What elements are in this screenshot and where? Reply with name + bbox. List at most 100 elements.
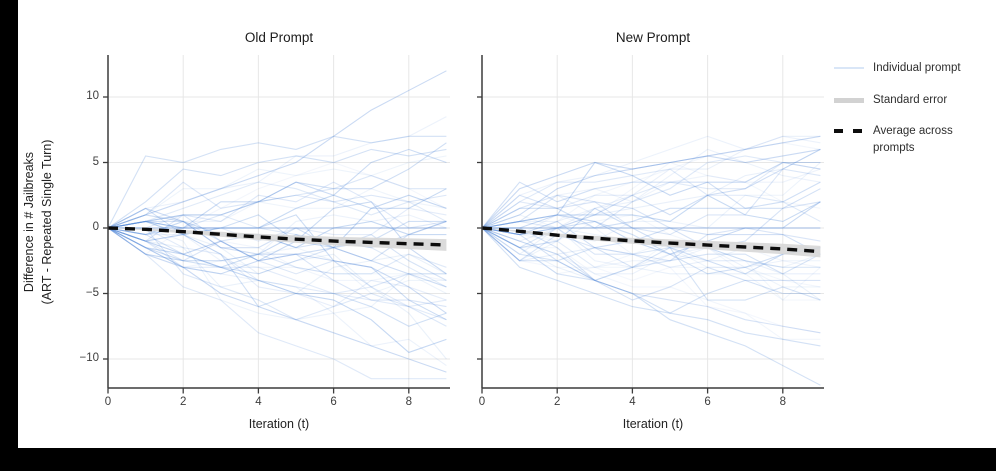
individual-prompt-line — [482, 142, 821, 236]
individual-prompt-line — [482, 214, 821, 301]
individual-prompt-line — [108, 214, 447, 321]
individual-prompt-line — [482, 227, 821, 281]
individual-prompt-line — [108, 214, 447, 249]
individual-prompt-line — [108, 135, 447, 229]
individual-prompt-line — [108, 194, 447, 262]
individual-prompt-line — [482, 168, 821, 229]
individual-prompt-line — [108, 227, 447, 373]
individual-prompt-line — [482, 201, 821, 255]
individual-prompt-line — [482, 227, 821, 268]
x-tick-label: 0 — [104, 396, 112, 408]
individual-prompt-line — [108, 207, 447, 314]
thick-gray-line-swatch — [834, 97, 864, 103]
legend-label: Standard error — [873, 93, 948, 106]
y-axis-label-line2: (ART - Repeated Single Turn) — [40, 139, 54, 305]
individual-prompt-line — [482, 227, 821, 301]
individual-prompt-line — [108, 227, 447, 327]
x-tick-label: 2 — [179, 396, 187, 408]
individual-prompt-line — [482, 181, 821, 229]
individual-prompt-line — [108, 214, 447, 288]
x-tick-label: 6 — [704, 396, 711, 408]
individual-prompt-line — [108, 116, 447, 229]
x-axis-label-left: Iteration (t) — [248, 417, 310, 431]
x-tick-label: 4 — [255, 396, 262, 408]
panel-title-old-prompt: Old Prompt — [244, 30, 314, 45]
individual-prompt-line — [108, 227, 447, 380]
panel-0-series — [108, 70, 447, 380]
individual-prompt-line — [482, 227, 821, 301]
individual-prompt-line — [108, 214, 447, 288]
individual-prompt-line — [108, 175, 447, 229]
individual-prompt-line — [482, 227, 821, 334]
average-line — [108, 226, 447, 247]
individual-prompt-line — [482, 181, 821, 229]
individual-prompt-line — [482, 168, 821, 236]
individual-prompt-line — [482, 135, 821, 229]
x-tick-label: 0 — [478, 396, 486, 408]
legend-item-standard-error: Standard error — [834, 92, 994, 109]
individual-prompt-line — [108, 188, 447, 229]
individual-prompt-line — [108, 188, 447, 236]
individual-prompt-line — [108, 227, 447, 321]
individual-prompt-line — [108, 227, 447, 354]
individual-prompt-line — [482, 227, 821, 275]
individual-prompt-line — [108, 181, 447, 229]
individual-prompt-line — [108, 227, 447, 308]
individual-prompt-line — [482, 168, 821, 229]
panel-1-series — [482, 135, 821, 386]
y-tick-label: 10 — [86, 90, 99, 102]
y-tick-label: −10 — [79, 352, 99, 364]
individual-prompt-line — [482, 148, 821, 236]
individual-prompt-line — [482, 227, 821, 262]
individual-prompt-line — [482, 227, 821, 340]
individual-prompt-line — [108, 207, 447, 242]
x-tick-label: 8 — [779, 396, 786, 408]
individual-prompt-line — [108, 181, 447, 242]
individual-prompt-line — [482, 161, 821, 229]
individual-prompt-line — [108, 227, 447, 308]
individual-prompt-line — [482, 148, 821, 229]
individual-prompt-line — [108, 227, 447, 295]
frame-left-bar — [0, 0, 18, 471]
individual-prompt-line — [482, 162, 821, 242]
individual-prompt-line — [108, 181, 447, 229]
thin-blue-line-swatch — [834, 67, 864, 70]
individual-prompt-line — [482, 161, 821, 229]
y-tick-label: 0 — [92, 221, 99, 233]
individual-prompt-line — [108, 227, 447, 288]
y-axis-label-line1: Difference in # Jailbreaks — [22, 151, 36, 293]
individual-prompt-line — [482, 220, 821, 255]
individual-prompt-line — [482, 155, 821, 229]
average-line — [482, 226, 821, 254]
individual-prompt-line — [482, 227, 821, 301]
individual-prompt-line — [108, 227, 447, 321]
individual-prompt-line — [482, 161, 821, 229]
individual-prompt-line — [482, 227, 821, 347]
individual-prompt-line — [108, 161, 447, 255]
legend-label: Individual prompt — [873, 62, 961, 74]
individual-prompt-line — [482, 227, 821, 268]
individual-prompt-line — [482, 227, 821, 288]
individual-prompt-line — [108, 227, 447, 281]
individual-prompt-line — [482, 194, 821, 229]
individual-prompt-line — [482, 214, 821, 268]
individual-prompt-line — [108, 220, 447, 360]
individual-prompt-line — [482, 227, 821, 268]
individual-prompt-line — [482, 227, 821, 334]
standard-error-band — [482, 228, 821, 258]
standard-error-band — [108, 228, 447, 251]
individual-prompt-line — [482, 207, 821, 275]
individual-prompt-line — [108, 207, 447, 327]
individual-prompt-line — [108, 227, 447, 275]
y-tick-label: 5 — [92, 155, 99, 168]
individual-prompt-line — [108, 227, 447, 367]
x-tick-label: 6 — [330, 396, 337, 408]
individual-prompt-line — [108, 201, 447, 275]
individual-prompt-line — [482, 135, 821, 229]
individual-prompt-line — [108, 227, 447, 308]
x-axis-label-right: Iteration (t) — [622, 417, 684, 431]
individual-prompt-line — [482, 227, 821, 386]
individual-prompt-line — [482, 148, 821, 229]
frame-bottom-bar — [0, 448, 996, 471]
individual-prompt-line — [108, 148, 447, 229]
